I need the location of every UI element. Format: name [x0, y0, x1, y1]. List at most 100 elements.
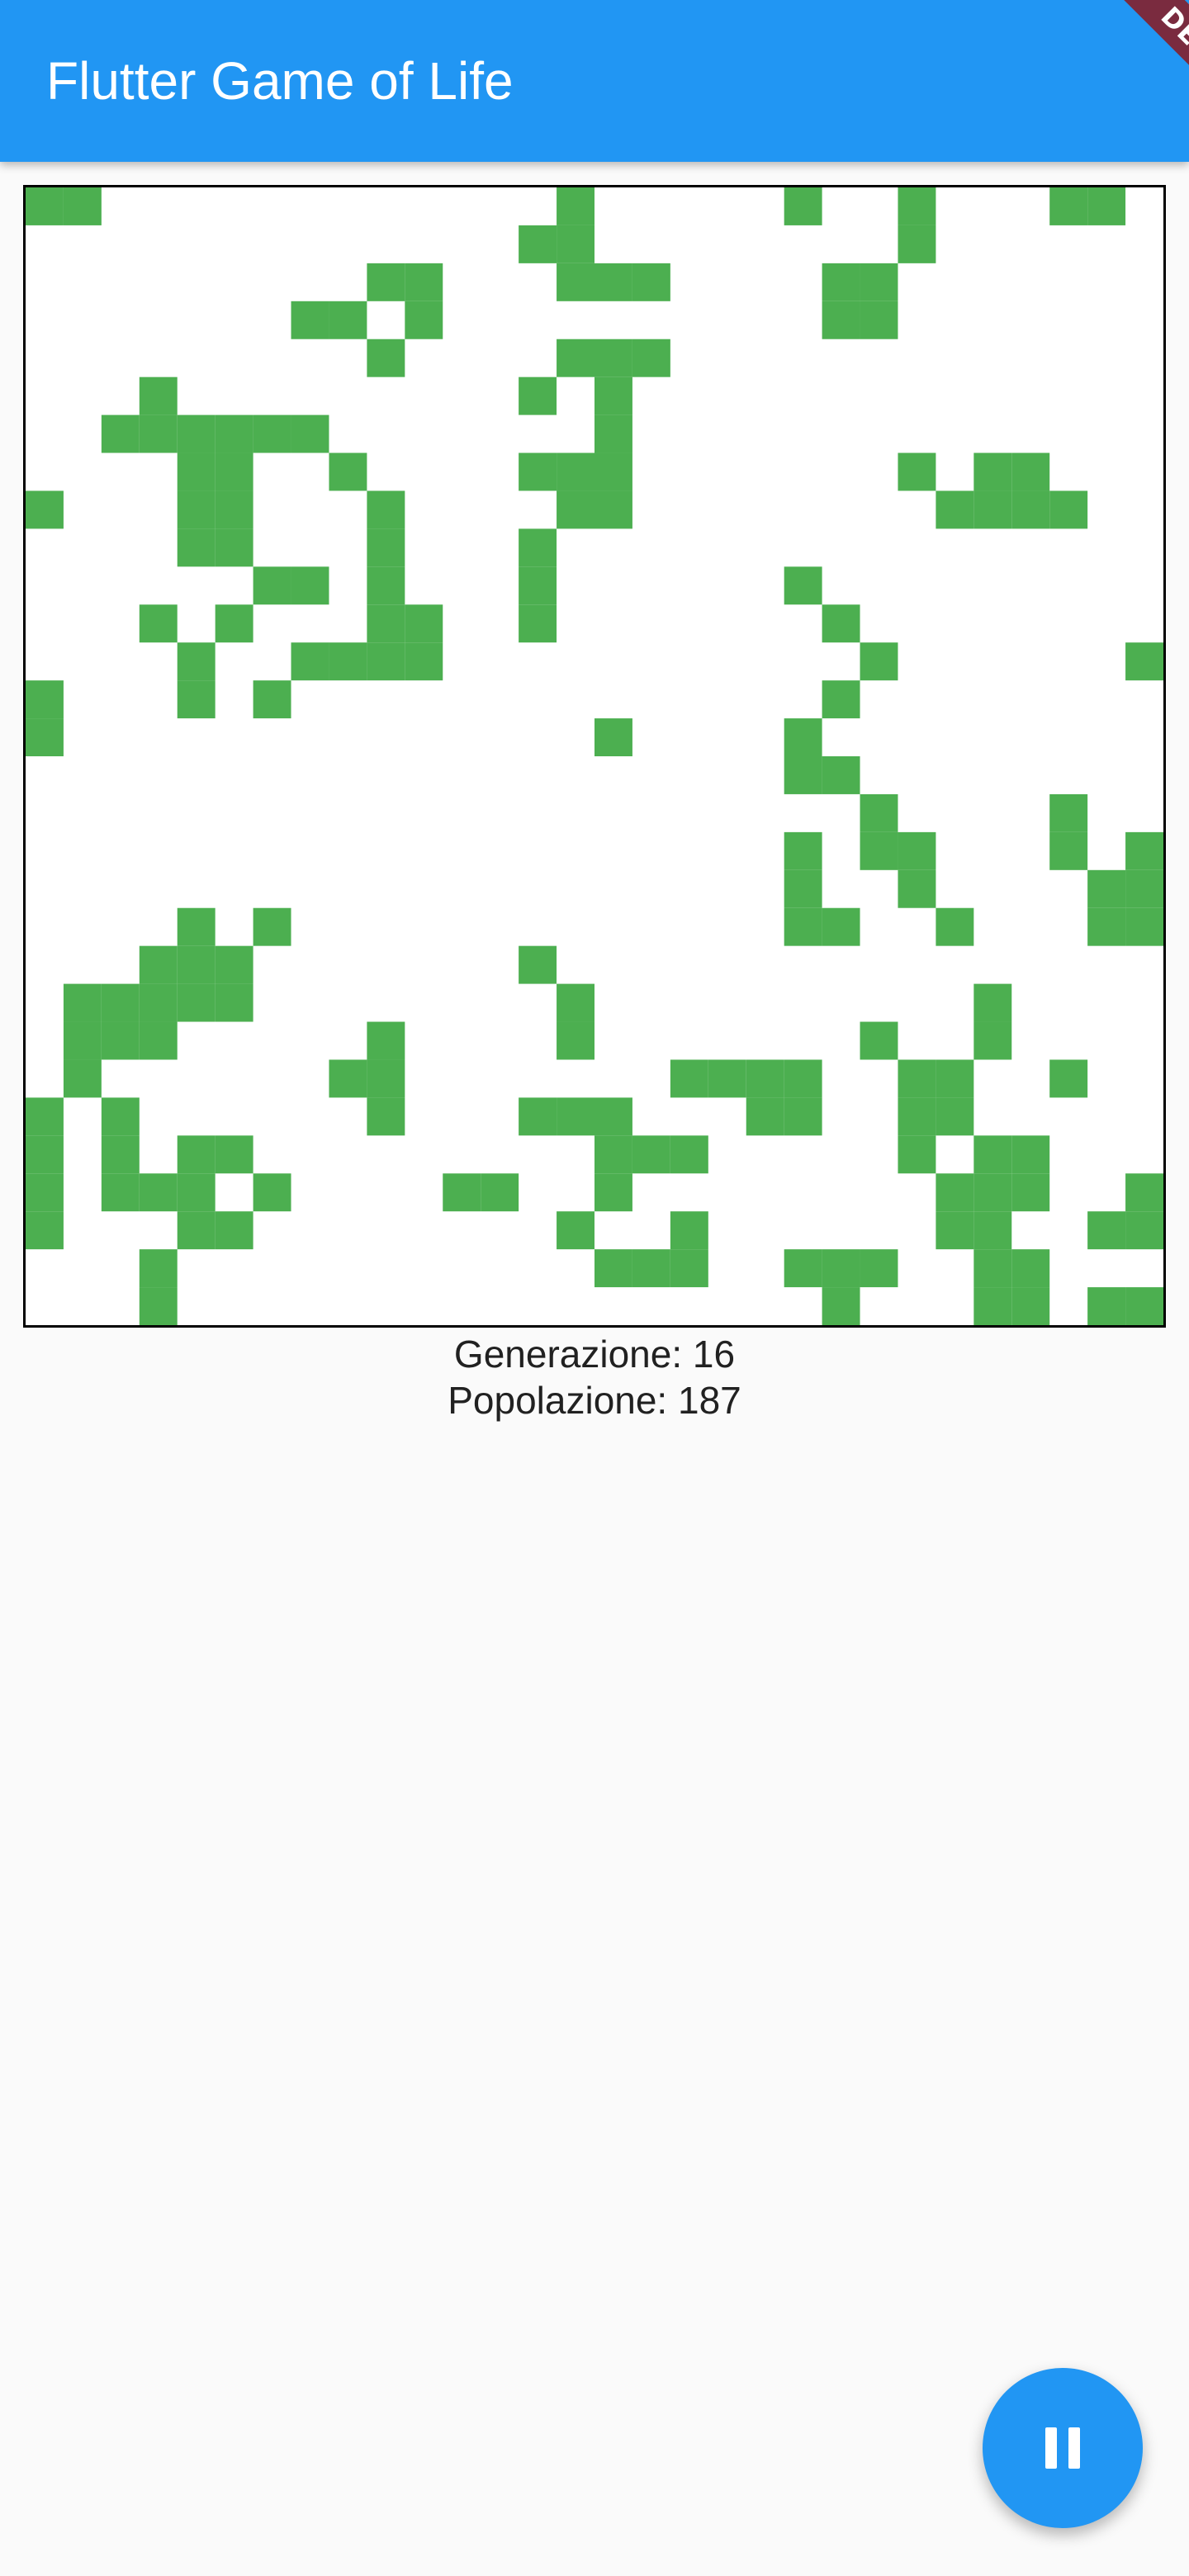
live-cell	[670, 1135, 708, 1174]
live-cell	[557, 452, 594, 491]
live-cell	[1011, 1135, 1050, 1174]
live-cell	[367, 642, 405, 681]
live-cell	[215, 452, 253, 491]
live-cell	[519, 945, 557, 984]
live-cell	[177, 490, 216, 529]
live-cell	[1049, 490, 1088, 529]
live-cell	[139, 983, 178, 1022]
live-cell	[860, 1021, 898, 1060]
live-cell	[177, 1173, 216, 1212]
live-cell	[101, 1097, 140, 1136]
live-cell	[936, 1211, 974, 1250]
live-cell	[784, 831, 822, 870]
live-cell	[860, 793, 898, 832]
live-cell	[177, 642, 216, 681]
live-cell	[1011, 1287, 1050, 1325]
live-cell	[215, 414, 253, 453]
live-cell	[973, 1173, 1012, 1212]
population-counter: Popolazione: 187	[448, 1379, 741, 1422]
live-cell	[291, 301, 329, 339]
live-cell	[1125, 1287, 1163, 1325]
live-cell	[443, 1173, 481, 1212]
live-cell	[557, 263, 594, 301]
live-cell	[936, 1059, 974, 1098]
live-cell	[860, 831, 898, 870]
live-cell	[1087, 907, 1126, 946]
live-cell	[822, 756, 860, 794]
live-cell	[177, 528, 216, 567]
live-cell	[177, 945, 216, 984]
live-cell	[594, 1249, 632, 1288]
live-cell	[215, 945, 253, 984]
live-cell	[177, 983, 216, 1022]
live-cell	[405, 604, 443, 643]
live-cell	[177, 414, 216, 453]
live-cell	[519, 528, 557, 567]
live-cell	[973, 1135, 1012, 1174]
live-cell	[177, 452, 216, 491]
live-cell	[670, 1211, 708, 1250]
live-cell	[177, 1135, 216, 1174]
live-cell	[708, 1059, 746, 1098]
live-cell	[329, 452, 367, 491]
live-cell	[63, 187, 102, 225]
live-cell	[367, 528, 405, 567]
live-cell	[557, 187, 594, 225]
live-cell	[784, 566, 822, 605]
live-cell	[898, 187, 936, 225]
board-grid	[26, 187, 1163, 1325]
live-cell	[973, 1211, 1012, 1250]
live-cell	[139, 604, 178, 643]
live-cell	[26, 718, 64, 756]
live-cell	[670, 1059, 708, 1098]
live-cell	[177, 680, 216, 719]
live-cell	[557, 1211, 594, 1250]
live-cell	[1011, 490, 1050, 529]
pause-button[interactable]	[983, 2368, 1143, 2528]
live-cell	[139, 1173, 178, 1212]
live-cell	[215, 604, 253, 643]
live-cell	[26, 187, 64, 225]
live-cell	[291, 414, 329, 453]
live-cell	[594, 376, 632, 415]
live-cell	[215, 1211, 253, 1250]
live-cell	[1049, 1059, 1088, 1098]
live-cell	[101, 414, 140, 453]
live-cell	[253, 907, 291, 946]
live-cell	[177, 907, 216, 946]
live-cell	[1125, 907, 1163, 946]
live-cell	[1049, 187, 1088, 225]
live-cell	[594, 452, 632, 491]
live-cell	[973, 983, 1012, 1022]
live-cell	[1049, 793, 1088, 832]
generation-counter: Generazione: 16	[453, 1333, 736, 1376]
live-cell	[594, 1173, 632, 1212]
live-cell	[519, 566, 557, 605]
live-cell	[26, 680, 64, 719]
live-cell	[594, 414, 632, 453]
live-cell	[215, 983, 253, 1022]
live-cell	[784, 1097, 822, 1136]
live-cell	[329, 1059, 367, 1098]
live-cell	[860, 1249, 898, 1288]
live-cell	[101, 983, 140, 1022]
live-cell	[973, 1287, 1012, 1325]
live-cell	[784, 869, 822, 908]
live-cell	[139, 945, 178, 984]
live-cell	[519, 604, 557, 643]
live-cell	[860, 263, 898, 301]
live-cell	[329, 301, 367, 339]
live-cell	[26, 490, 64, 529]
live-cell	[822, 1249, 860, 1288]
app-title: Flutter Game of Life	[46, 51, 514, 111]
app-bar: Flutter Game of Life	[0, 0, 1189, 162]
live-cell	[594, 718, 632, 756]
game-board[interactable]	[23, 185, 1166, 1328]
live-cell	[1049, 831, 1088, 870]
live-cell	[26, 1173, 64, 1212]
live-cell	[822, 301, 860, 339]
live-cell	[26, 1097, 64, 1136]
live-cell	[253, 680, 291, 719]
live-cell	[973, 452, 1012, 491]
live-cell	[746, 1097, 784, 1136]
